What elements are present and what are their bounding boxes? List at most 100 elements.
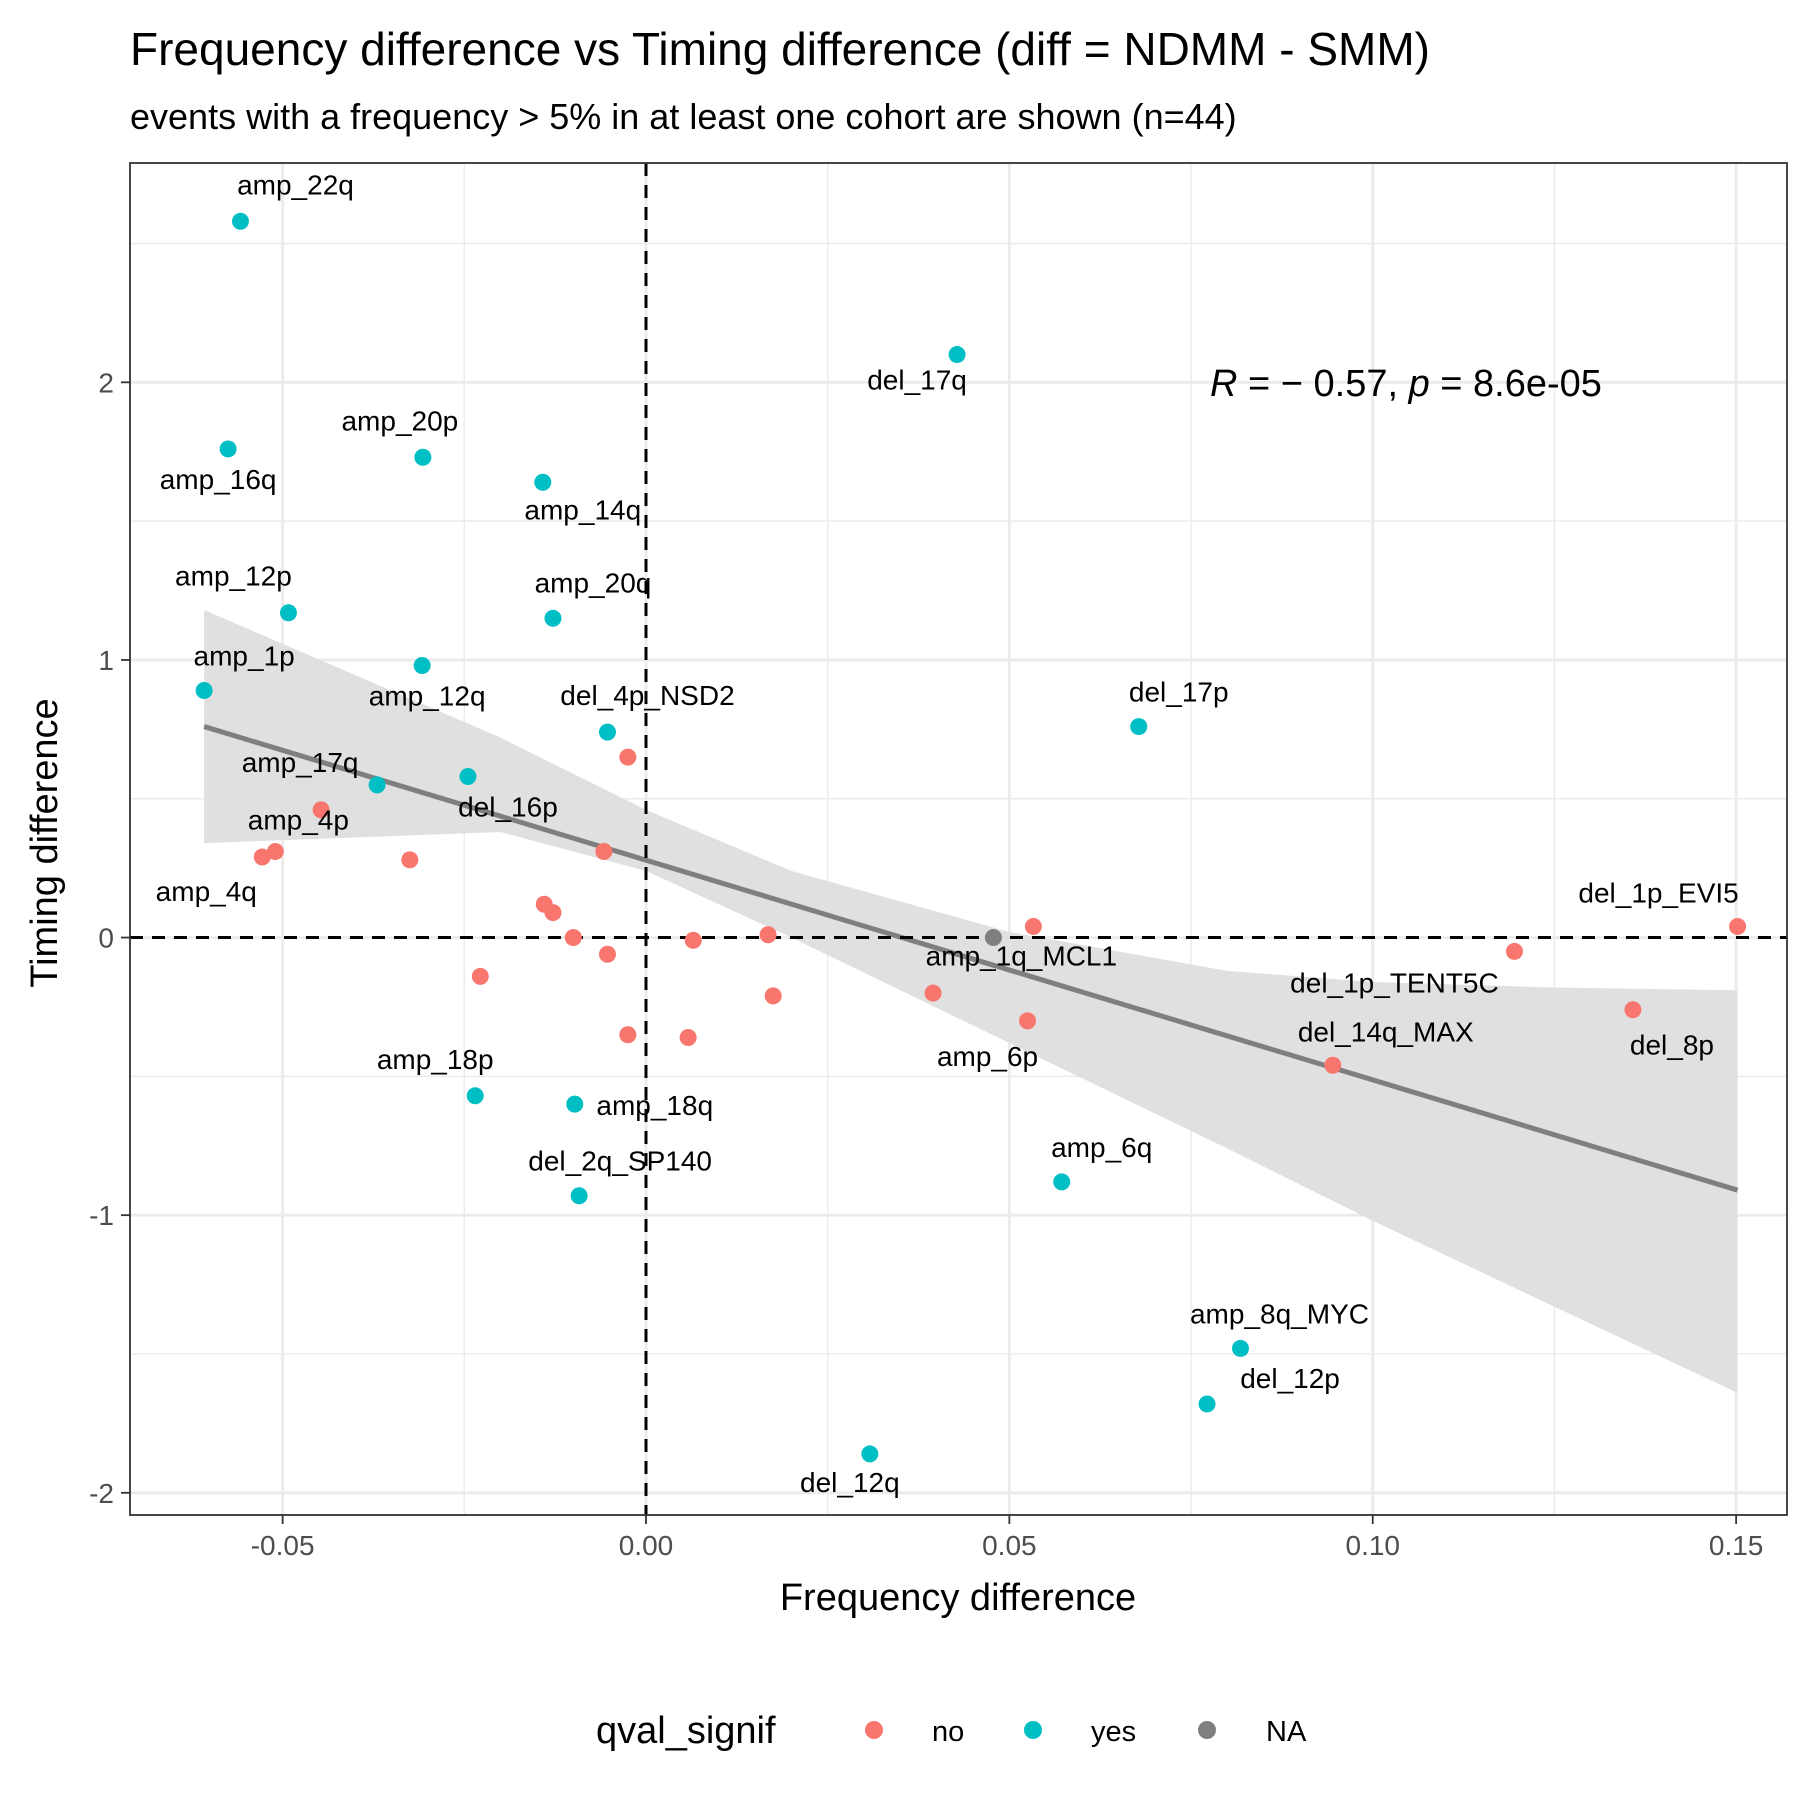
data-point-24 [759, 926, 777, 944]
y-axis-title: Timing difference [24, 698, 66, 987]
legend-label-yes: yes [1091, 1716, 1136, 1748]
point-label-amp_1q_MCL1: amp_1q_MCL1 [926, 940, 1117, 971]
data-point-13 [368, 776, 386, 794]
y-tick-label: 1 [98, 645, 114, 676]
chart-title: Frequency difference vs Timing differenc… [130, 23, 1430, 75]
confidence-band [204, 609, 1738, 1393]
data-point-30 [924, 984, 942, 1002]
data-point-25 [984, 929, 1002, 947]
point-label-del_4p_NSD2: del_4p_NSD2 [560, 680, 734, 711]
data-point-12 [459, 768, 477, 786]
x-tick-label: 0.05 [982, 1530, 1037, 1561]
point-label-amp_18q: amp_18q [596, 1090, 713, 1121]
data-point-14 [312, 801, 330, 819]
data-point-20 [544, 904, 562, 922]
data-point-34 [619, 1026, 637, 1044]
point-label-amp_18p: amp_18p [377, 1044, 494, 1075]
annotation-r-label: R [1210, 363, 1237, 405]
x-tick-label: 0.10 [1346, 1530, 1401, 1561]
point-label-amp_8q_MYC: amp_8q_MYC [1190, 1298, 1369, 1329]
point-label-del_12p: del_12p [1240, 1363, 1340, 1394]
point-labels: amp_22q del_17q amp_16q amp_20p amp_14q amp_1… [156, 169, 1739, 1498]
y-tick-label: -1 [89, 1200, 114, 1231]
data-point-39 [570, 1187, 588, 1205]
data-point-37 [466, 1087, 484, 1105]
data-point-1 [948, 346, 966, 364]
data-point-8 [195, 681, 213, 699]
x-tick-label: 0.00 [619, 1530, 674, 1561]
annotation-p-value: = 8.6e-05 [1430, 363, 1602, 405]
data-point-31 [1505, 942, 1523, 960]
data-point-29 [764, 987, 782, 1005]
x-tick-label: -0.05 [251, 1530, 315, 1561]
point-label-amp_20q: amp_20q [535, 567, 652, 598]
point-label-del_12q: del_12q [800, 1467, 900, 1498]
data-point-18 [595, 842, 613, 860]
data-point-4 [534, 473, 552, 491]
data-point-15 [266, 842, 284, 860]
data-point-11 [619, 748, 637, 766]
point-label-del_17p: del_17p [1129, 677, 1229, 708]
data-point-5 [279, 604, 297, 622]
point-label-amp_6p: amp_6p [937, 1041, 1038, 1072]
y-tick-label: 2 [98, 367, 114, 398]
data-point-35 [679, 1028, 697, 1046]
correlation-annotation: R = − 0.57, p = 8.6e-05 [1210, 363, 1602, 405]
x-axis-title: Frequency difference [780, 1577, 1136, 1619]
data-point-43 [861, 1445, 879, 1463]
y-tick-label: 0 [98, 923, 114, 954]
point-label-del_16p: del_16p [458, 792, 558, 823]
data-point-16 [253, 848, 271, 866]
point-label-amp_12p: amp_12p [175, 561, 292, 592]
point-label-amp_20p: amp_20p [341, 405, 458, 436]
point-label-amp_12q: amp_12q [369, 680, 486, 711]
data-point-9 [598, 723, 616, 741]
data-point-26 [1024, 917, 1042, 935]
regression-line [203, 724, 1739, 1193]
point-label-del_1p_EVI5: del_1p_EVI5 [1578, 877, 1738, 908]
legend-key-no [865, 1721, 883, 1739]
panel-border [129, 162, 1788, 1516]
x-axis-ticks: -0.05 0.00 0.05 0.10 0.15 [251, 1515, 1763, 1561]
point-label-del_14q_MAX: del_14q_MAX [1298, 1016, 1474, 1047]
legend: qval_signif no yes NA [596, 1710, 1307, 1752]
data-point-40 [1053, 1173, 1071, 1191]
data-point-36 [1324, 1056, 1342, 1074]
point-label-amp_6q: amp_6q [1051, 1132, 1152, 1163]
point-label-amp_22q: amp_22q [237, 169, 354, 200]
legend-label-na: NA [1266, 1716, 1307, 1748]
y-tick-label: -2 [89, 1478, 114, 1509]
annotation-r-value: = − 0.57, [1237, 363, 1408, 405]
point-label-amp_4p: amp_4p [248, 804, 349, 835]
data-point-6 [544, 609, 562, 627]
data-point-2 [219, 440, 237, 458]
data-point-23 [684, 931, 702, 949]
y-axis-ticks: -2 -1 0 1 2 [89, 367, 130, 1509]
data-point-3 [414, 448, 432, 466]
point-label-amp_4q: amp_4q [156, 876, 257, 907]
legend-label-no: no [932, 1716, 964, 1748]
chart-subtitle: events with a frequency > 5% in at least… [130, 96, 1237, 137]
data-point-32 [1624, 1001, 1642, 1019]
data-point-17 [401, 851, 419, 869]
data-point-7 [413, 656, 431, 674]
data-point-38 [566, 1095, 584, 1113]
legend-key-yes [1024, 1721, 1042, 1739]
point-label-del_8p: del_8p [1630, 1030, 1714, 1061]
annotation-p-label: p [1408, 363, 1430, 405]
data-point-41 [1231, 1339, 1249, 1357]
data-point-21 [564, 929, 582, 947]
data-point-27 [1729, 917, 1747, 935]
point-label-del_2q_SP140: del_2q_SP140 [528, 1146, 712, 1177]
data-points [195, 212, 1747, 1463]
point-label-del_1p_TENT5C: del_1p_TENT5C [1290, 967, 1499, 998]
data-point-42 [1198, 1395, 1216, 1413]
data-point-33 [1019, 1012, 1037, 1030]
data-point-22 [598, 945, 616, 963]
point-label-del_17q: del_17q [867, 365, 967, 396]
data-point-28 [471, 967, 489, 985]
data-point-10 [1130, 718, 1148, 736]
legend-key-na [1198, 1721, 1216, 1739]
point-label-amp_14q: amp_14q [524, 494, 641, 525]
